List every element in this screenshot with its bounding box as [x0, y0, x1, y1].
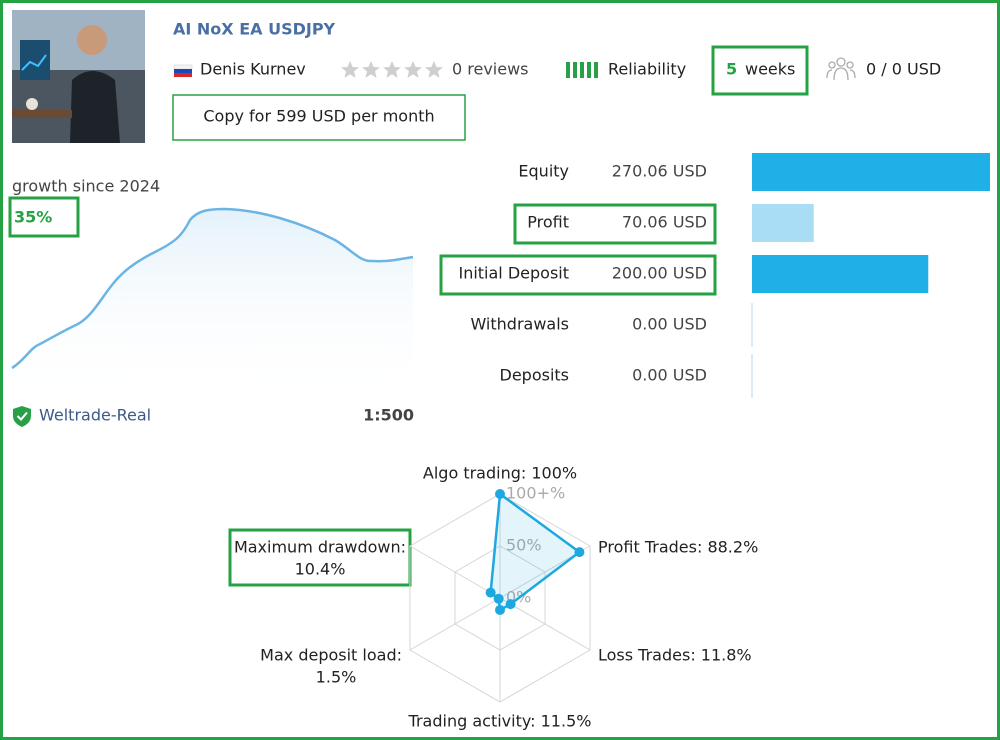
radar-point — [505, 599, 516, 610]
stat-value: 0.00 USD — [632, 315, 707, 334]
copy-button-label[interactable]: Copy for 599 USD per month — [203, 107, 434, 126]
highlight-box — [711, 45, 809, 96]
stat-label: Equity — [518, 162, 569, 181]
author[interactable]: Denis Kurnev — [200, 60, 306, 79]
radar-label: 10.4% — [295, 560, 346, 579]
avatar — [12, 10, 145, 143]
radar-spoke — [409, 545, 501, 599]
radar-spoke — [499, 597, 591, 651]
radar-label: Maximum drawdown: — [234, 538, 406, 557]
stat-bar — [752, 255, 929, 293]
radar-label: 1.5% — [316, 668, 357, 687]
subscribers: 0 / 0 USD — [866, 60, 941, 79]
stat-bar — [752, 153, 990, 191]
copy-button[interactable] — [172, 94, 466, 141]
radar-tick-label: 100+% — [506, 484, 565, 503]
title: AI NoX EA USDJPY — [173, 20, 336, 39]
growth-area — [12, 209, 413, 400]
stat-value: 200.00 USD — [612, 264, 707, 283]
stat-value: 70.06 USD — [622, 213, 707, 232]
subscribers-icon — [826, 57, 856, 81]
radar-label: Loss Trades: 11.8% — [598, 646, 752, 665]
radar-point — [485, 587, 496, 598]
stat-label: Profit — [527, 213, 569, 232]
reliability-bars — [566, 62, 598, 78]
stat-label: Withdrawals — [470, 315, 569, 334]
highlight-box — [8, 196, 80, 238]
growth-label: growth since 2024 — [12, 177, 160, 196]
weeks-value: 5 — [726, 60, 737, 79]
growth-value: 35% — [14, 208, 52, 227]
broker[interactable]: Weltrade-Real — [39, 406, 151, 425]
stat-value: 0.00 USD — [632, 366, 707, 385]
stat-bar — [752, 204, 814, 242]
stat-label: Deposits — [500, 366, 570, 385]
radar-label: Profit Trades: 88.2% — [598, 538, 758, 557]
stat-value: 270.06 USD — [612, 162, 707, 181]
radar-label: Algo trading: 100% — [423, 464, 577, 483]
highlight-box — [439, 254, 717, 296]
radar-area — [489, 492, 581, 612]
flag — [173, 64, 193, 77]
highlight-box — [513, 203, 717, 245]
leverage: 1:500 — [363, 406, 414, 425]
radar-spoke — [409, 597, 501, 651]
radar-label: Trading activity: 11.5% — [408, 712, 592, 731]
stat-label: Initial Deposit — [458, 264, 569, 283]
growth-line — [11, 207, 414, 370]
reliability: Reliability — [608, 60, 686, 79]
radar-point — [574, 547, 585, 558]
radar-point — [495, 604, 505, 615]
radar-point — [493, 593, 504, 604]
radar-tick-label: 50% — [506, 536, 542, 555]
reviews[interactable]: 0 reviews — [452, 60, 529, 79]
radar-point — [495, 489, 505, 499]
radar-label: Max deposit load: — [260, 646, 402, 665]
weeks-unit: weeks — [745, 60, 795, 79]
broker-icon — [13, 406, 31, 427]
rating-stars — [341, 61, 443, 78]
